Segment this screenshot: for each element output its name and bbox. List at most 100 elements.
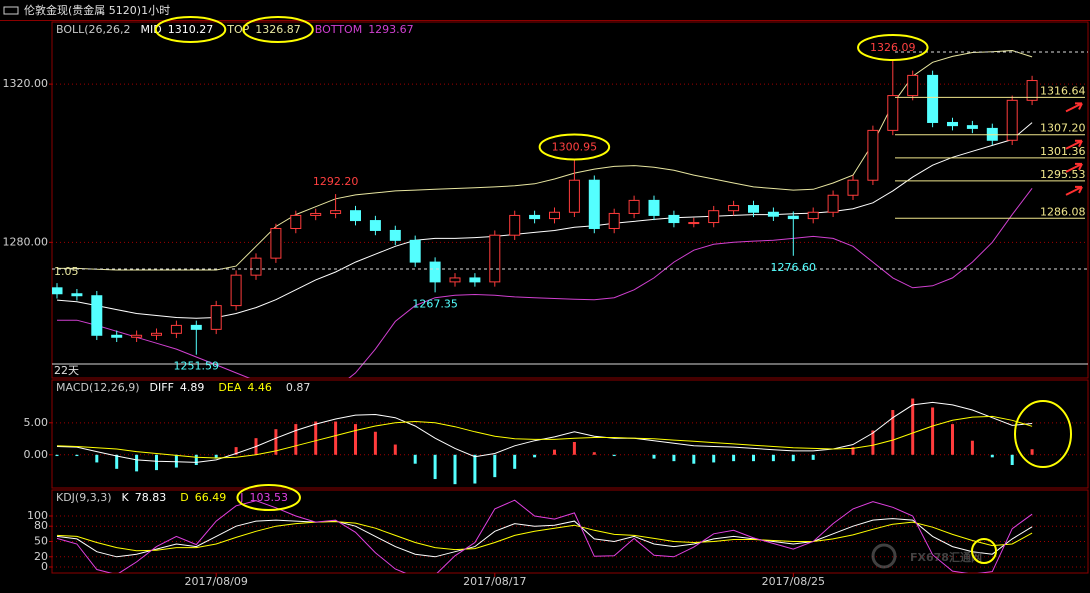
panels: 1320.00 1280.00 22天 1.05 1316.64 1307.20 1301.… [3, 21, 1089, 588]
highlights [154, 16, 1072, 564]
candle-body [728, 205, 740, 212]
highlight-ellipse [242, 16, 314, 43]
level-label: 1286.08 [1040, 205, 1086, 218]
y-tick-label: 0.00 [24, 448, 49, 461]
legend-text: KDJ(9,3,3) [56, 491, 112, 504]
candle-body [230, 274, 242, 307]
legend-text: K [122, 491, 130, 504]
highlight-ellipse [857, 34, 929, 62]
candle-body [151, 332, 162, 336]
series-line [56, 415, 1033, 459]
trend-arrow [1065, 185, 1083, 196]
legend-value: 1326.87 [255, 23, 301, 36]
legend-text: 0.87 [286, 381, 311, 394]
edge-label: 1.05 [54, 265, 79, 278]
highlight-circle [971, 538, 997, 564]
candle-body [549, 211, 560, 220]
watermark-logo [871, 543, 897, 569]
candle-body [290, 214, 302, 229]
legend-value: 1293.67 [368, 23, 414, 36]
candle-body [71, 293, 83, 297]
x-tick-label: 2017/08/17 [463, 575, 526, 588]
plot-area [52, 49, 1038, 378]
trend-arrow [1065, 102, 1083, 113]
candle-body [708, 210, 720, 224]
candle-body [588, 179, 600, 229]
candle-body [688, 222, 700, 225]
candle-body [947, 121, 958, 127]
candle-body [111, 334, 123, 338]
candle-body [509, 214, 521, 236]
candle-body [847, 179, 859, 196]
y-tick-label: 0 [41, 560, 48, 573]
plot-area [55, 398, 1034, 485]
candle-body [489, 234, 501, 283]
level-label: 1295.53 [1040, 168, 1086, 181]
level-label: 1316.64 [1040, 84, 1086, 97]
panel: 5.00 0.00 MACD(12,26,9) DIFF 4.89 DEA 4.46 0.87 [24, 379, 1089, 489]
trend-arrow [1065, 162, 1083, 173]
candle-body [608, 212, 620, 229]
y-tick-label: 50 [34, 534, 48, 547]
legend-text: J [239, 491, 243, 504]
legend-value: 103.53 [249, 491, 288, 504]
legend-value: 4.89 [180, 381, 205, 394]
x-tick-label: 2017/08/09 [184, 575, 247, 588]
candle-body [270, 227, 282, 259]
watermark: FX678汇通网 [910, 551, 982, 564]
level-label: 1307.20 [1040, 122, 1086, 135]
y-tick-label: 100 [27, 509, 48, 522]
y-tick-label: 20 [34, 550, 48, 563]
candle-body [449, 277, 461, 283]
highlight-circle [1014, 400, 1072, 468]
legend-value: 66.49 [195, 491, 227, 504]
legend-text: BOLL(26,26,2 [56, 23, 131, 36]
price-annotation: 1326.09 [870, 41, 916, 54]
candle-body [409, 239, 421, 263]
legend-value: 1310.27 [168, 23, 214, 36]
candle-body [469, 277, 481, 283]
price-annotation: 1276.60 [771, 261, 817, 274]
y-tick-label: 5.00 [24, 416, 49, 429]
y-tick-label: 80 [34, 519, 48, 532]
x-tick-label: 2017/08/25 [762, 575, 825, 588]
highlight-ellipse [236, 484, 301, 511]
highlight-ellipse [538, 133, 611, 161]
candle-body [648, 199, 660, 216]
candle-body [568, 179, 580, 213]
candle-body [52, 287, 63, 295]
candle-body [628, 199, 640, 214]
candle-body [966, 125, 978, 129]
legend-text: DIFF [150, 381, 174, 394]
candle-body [91, 295, 103, 336]
series-line [57, 187, 1033, 378]
candle-body [827, 194, 839, 213]
candle-body [190, 324, 202, 330]
legend-value: 4.46 [247, 381, 272, 394]
candle-body [1006, 99, 1018, 141]
window-icon[interactable] [3, 6, 19, 15]
candle-body [1026, 80, 1038, 101]
price-annotation: 1292.20 [313, 175, 359, 188]
candle-body [310, 212, 322, 216]
candle-body [927, 74, 939, 123]
legend-text: BOTTOM [315, 23, 362, 36]
period-label: 22天 [54, 364, 79, 377]
candle-body [887, 95, 899, 131]
panel: 1320.00 1280.00 22天 1.05 1316.64 1307.20 1301.… [3, 21, 1089, 379]
legend-text: DEA [218, 381, 241, 394]
plot-area [56, 499, 1033, 573]
price-annotation: 1251.59 [174, 360, 220, 373]
panel-frame [51, 489, 1089, 574]
candle-body [170, 324, 182, 334]
legend-value: 78.83 [135, 491, 167, 504]
level-label: 1301.36 [1040, 145, 1086, 158]
y-tick-label: 1280.00 [3, 235, 49, 248]
candle-body [210, 305, 222, 330]
candle-body [369, 220, 381, 231]
series-line [56, 499, 1033, 573]
y-tick-label: 1320.00 [3, 77, 49, 90]
